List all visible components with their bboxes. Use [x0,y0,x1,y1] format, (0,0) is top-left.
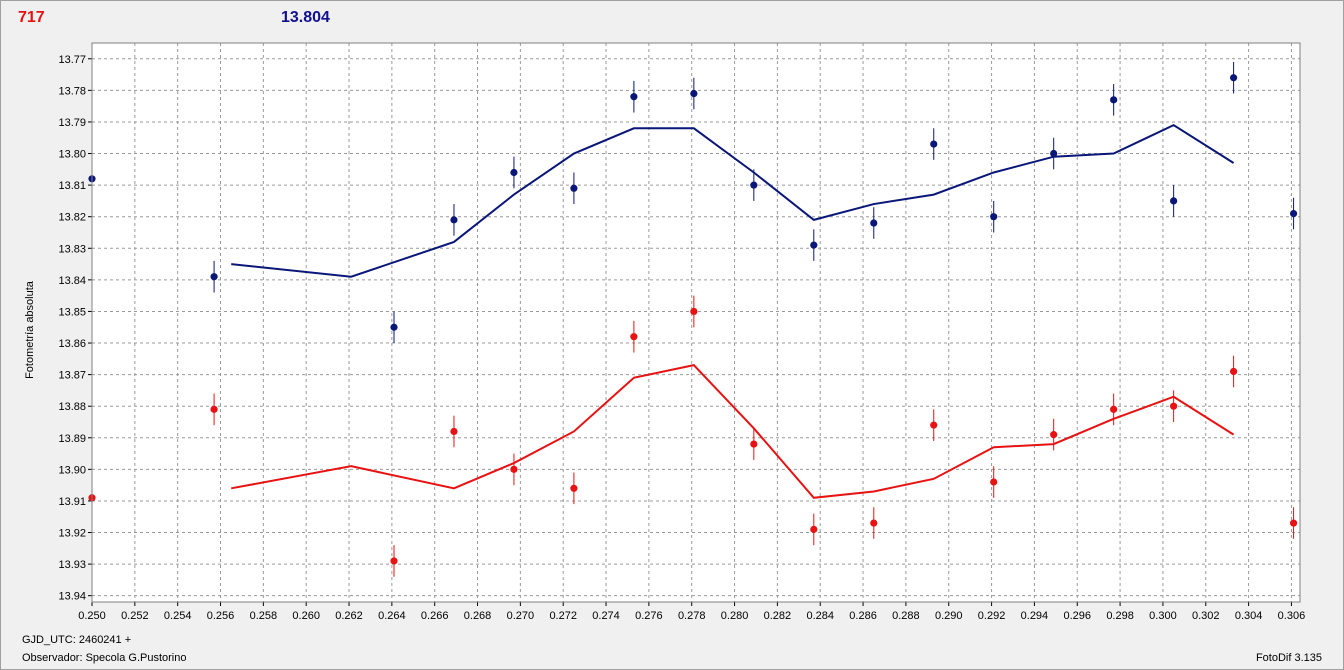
data-point [1230,367,1238,376]
x-tick-label: 0.288 [892,610,920,622]
x-tick-label: 0.258 [250,610,278,622]
x-tick-label: 0.278 [678,610,706,622]
y-tick-label: 13.93 [58,559,86,571]
y-tick-label: 13.80 [58,149,86,161]
data-point [630,93,638,101]
data-point [510,465,518,473]
x-tick-label: 0.264 [378,610,406,622]
data-point [810,525,818,533]
x-tick-label: 0.252 [121,610,149,622]
x-tick-label: 0.302 [1192,610,1220,622]
data-point [1110,405,1118,413]
y-tick-label: 13.86 [58,338,86,350]
y-tick-label: 13.90 [58,464,86,476]
x-tick-label: 0.296 [1063,610,1091,622]
y-tick-label: 13.89 [58,433,86,445]
data-point [690,89,698,98]
x-tick-label: 0.276 [635,610,663,622]
data-point [990,478,998,486]
y-tick-label: 13.84 [58,275,86,287]
y-tick-label: 13.92 [58,528,86,540]
x-tick-label: 0.282 [764,610,792,622]
header-right-value: 13.804 [281,9,330,26]
y-tick-label: 13.88 [58,401,86,413]
y-tick-label: 13.94 [58,591,86,603]
data-point [510,168,518,177]
y-tick-label: 13.87 [58,370,86,382]
y-tick-label: 13.85 [58,306,86,318]
data-point [630,333,638,341]
x-tick-label: 0.280 [721,610,749,622]
header-left-value: 717 [18,9,45,26]
y-axis-label: Fotometría absoluta [24,281,36,379]
y-axis-ticks: 13.77 13.78 13.79 13.80 13.81 13.82 13.83 13.84… [58,54,92,603]
x-tick-label: 0.272 [549,610,577,622]
data-point [390,323,398,331]
x-tick-label: 0.300 [1149,610,1177,622]
y-tick-label: 13.83 [58,243,86,255]
gjd-label: GJD_UTC: 2460241 + [22,634,132,646]
data-point [930,140,938,148]
data-point [1170,402,1178,410]
data-point [1050,431,1058,439]
data-point [570,484,578,492]
plot-border [91,42,1301,603]
series-red [88,295,1298,577]
series-layer [88,61,1298,577]
x-tick-label: 0.254 [164,610,192,622]
data-point [1289,519,1298,527]
x-tick-label: 0.270 [507,610,535,622]
x-tick-label: 0.294 [1021,610,1049,622]
data-point [690,307,698,316]
x-tick-label: 0.274 [592,610,620,622]
y-tick-label: 13.82 [58,212,86,224]
x-tick-label: 0.266 [421,610,449,622]
data-point [750,181,758,189]
y-tick-label: 13.81 [58,180,86,192]
data-point [930,421,938,429]
x-tick-label: 0.304 [1235,610,1263,622]
x-tick-label: 0.268 [464,610,492,622]
y-tick-label: 13.79 [58,117,86,129]
series-line [231,364,1235,499]
data-point [870,519,878,527]
y-tick-label: 13.91 [58,496,86,508]
data-point [990,213,998,221]
data-point [450,216,458,224]
series-line [231,123,1235,278]
series-blue [88,61,1298,344]
x-tick-label: 0.290 [935,610,963,622]
data-point [390,557,398,565]
x-tick-label: 0.286 [849,610,877,622]
x-axis-ticks: 0.250 0.252 0.254 0.256 0.258 0.260 0.262 0.264… [78,602,1305,622]
data-point [1050,149,1058,158]
data-point [210,405,218,413]
x-tick-label: 0.262 [335,610,363,622]
x-tick-label: 0.292 [978,610,1006,622]
y-tick-label: 13.78 [58,85,86,97]
data-point [1289,209,1298,218]
observer-label: Observador: Specola G.Pustorino [22,652,187,664]
data-point [210,273,218,281]
x-tick-label: 0.284 [806,610,834,622]
x-tick-label: 0.250 [78,610,106,622]
x-tick-label: 0.260 [292,610,320,622]
plot-area [92,43,1300,602]
data-point [1230,74,1238,82]
y-tick-label: 13.77 [58,54,86,66]
x-tick-label: 0.306 [1278,610,1306,622]
data-point [450,427,458,436]
data-point [1170,197,1178,205]
data-point [810,241,818,249]
version-label: FotoDif 3.135 [1255,652,1322,664]
data-point [870,219,878,227]
data-point [1110,96,1118,104]
x-tick-label: 0.298 [1106,610,1134,622]
x-tick-label: 0.256 [207,610,235,622]
data-point [750,440,758,448]
data-point [570,184,578,192]
